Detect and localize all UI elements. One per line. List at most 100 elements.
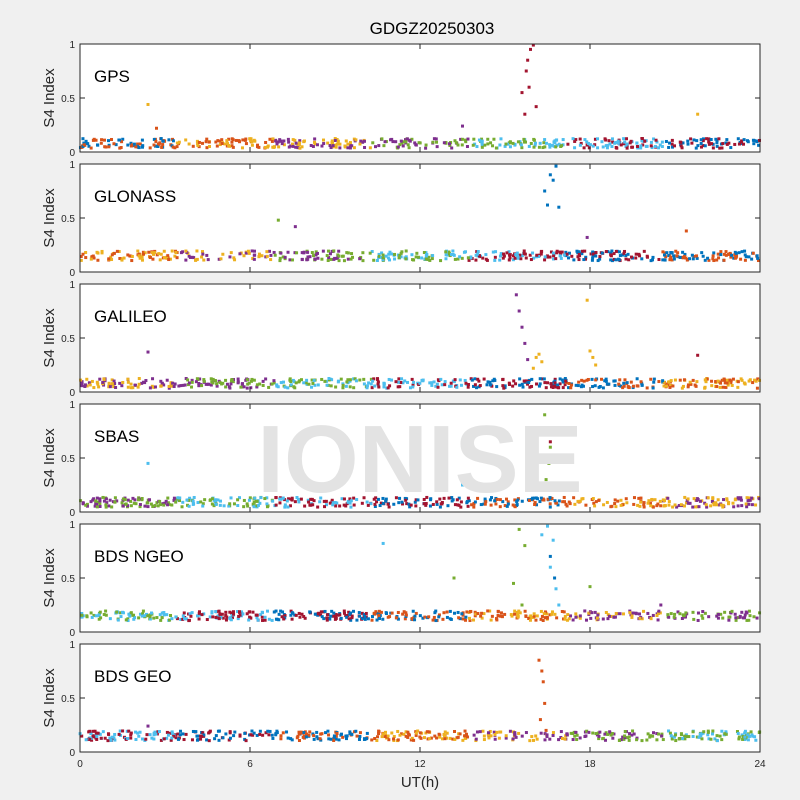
data-point [246, 382, 250, 386]
data-point [729, 255, 733, 259]
data-point [101, 495, 105, 499]
data-point [137, 734, 141, 738]
data-point [286, 736, 290, 740]
panel-background-points [79, 495, 761, 509]
data-point [340, 497, 344, 501]
data-point [200, 384, 204, 388]
data-point [348, 497, 352, 501]
panel-plot-area [80, 284, 760, 392]
data-point [727, 381, 731, 385]
data-point [282, 143, 286, 147]
data-point [548, 613, 552, 617]
spike-point [514, 293, 518, 297]
data-point [400, 500, 404, 504]
data-point [613, 498, 617, 502]
data-point [719, 250, 723, 254]
data-point [186, 378, 190, 382]
data-point [383, 730, 387, 734]
data-point [572, 258, 576, 262]
data-point [291, 138, 295, 142]
data-point [621, 612, 625, 616]
spike-point [551, 178, 555, 182]
data-point [151, 377, 155, 381]
data-point [231, 380, 235, 384]
data-point [747, 734, 751, 738]
data-point [516, 254, 520, 258]
data-point [377, 254, 381, 258]
data-point [429, 736, 433, 740]
data-point [430, 383, 434, 387]
data-point [105, 501, 109, 505]
data-point [435, 500, 439, 504]
data-point [111, 500, 115, 504]
data-point [232, 256, 236, 260]
data-point [300, 257, 304, 261]
data-point [629, 255, 633, 259]
data-point [344, 734, 348, 738]
data-point [432, 615, 436, 619]
data-point [153, 251, 157, 255]
data-point [727, 618, 731, 622]
data-point [334, 613, 338, 617]
data-point [303, 504, 307, 508]
data-point [126, 737, 130, 741]
data-point [190, 385, 194, 389]
data-point [418, 614, 422, 618]
data-point [214, 734, 218, 738]
data-point [89, 732, 93, 736]
data-point [681, 141, 685, 145]
data-point [530, 735, 534, 739]
data-point [504, 142, 508, 146]
data-point [186, 503, 190, 507]
data-point [683, 734, 687, 738]
data-point [376, 378, 380, 382]
data-point [634, 256, 638, 260]
data-point [610, 145, 614, 149]
data-point [632, 496, 636, 500]
data-point [678, 378, 682, 382]
data-point [710, 499, 714, 503]
data-point [197, 381, 201, 385]
data-point [319, 613, 323, 617]
data-point [583, 609, 587, 613]
data-point [129, 611, 133, 615]
data-point [256, 143, 260, 147]
data-point [132, 142, 136, 146]
data-point [686, 383, 690, 387]
data-point [480, 145, 484, 149]
data-point [455, 385, 459, 389]
data-point [98, 732, 102, 736]
data-point [342, 503, 346, 507]
data-point [667, 145, 671, 149]
data-point [264, 140, 268, 144]
data-point [255, 733, 259, 737]
data-point [473, 610, 477, 614]
data-point [554, 501, 558, 505]
data-point [348, 730, 352, 734]
data-point [691, 505, 695, 509]
data-point [174, 615, 178, 619]
data-point [432, 137, 436, 141]
data-point [574, 612, 578, 616]
data-point [90, 255, 94, 259]
data-point [144, 737, 148, 741]
data-point [275, 731, 279, 735]
data-point [281, 731, 285, 735]
data-point [142, 380, 146, 384]
data-point [573, 502, 577, 506]
data-point [460, 143, 464, 147]
data-point [376, 497, 380, 501]
data-point [171, 139, 175, 143]
data-point [539, 609, 543, 613]
data-point [221, 381, 225, 385]
data-point [703, 501, 707, 505]
data-point [376, 735, 380, 739]
data-point [202, 258, 206, 262]
data-point [591, 385, 595, 389]
data-point [584, 734, 588, 738]
data-point [745, 611, 749, 615]
data-point [104, 609, 108, 613]
data-point [312, 499, 316, 503]
